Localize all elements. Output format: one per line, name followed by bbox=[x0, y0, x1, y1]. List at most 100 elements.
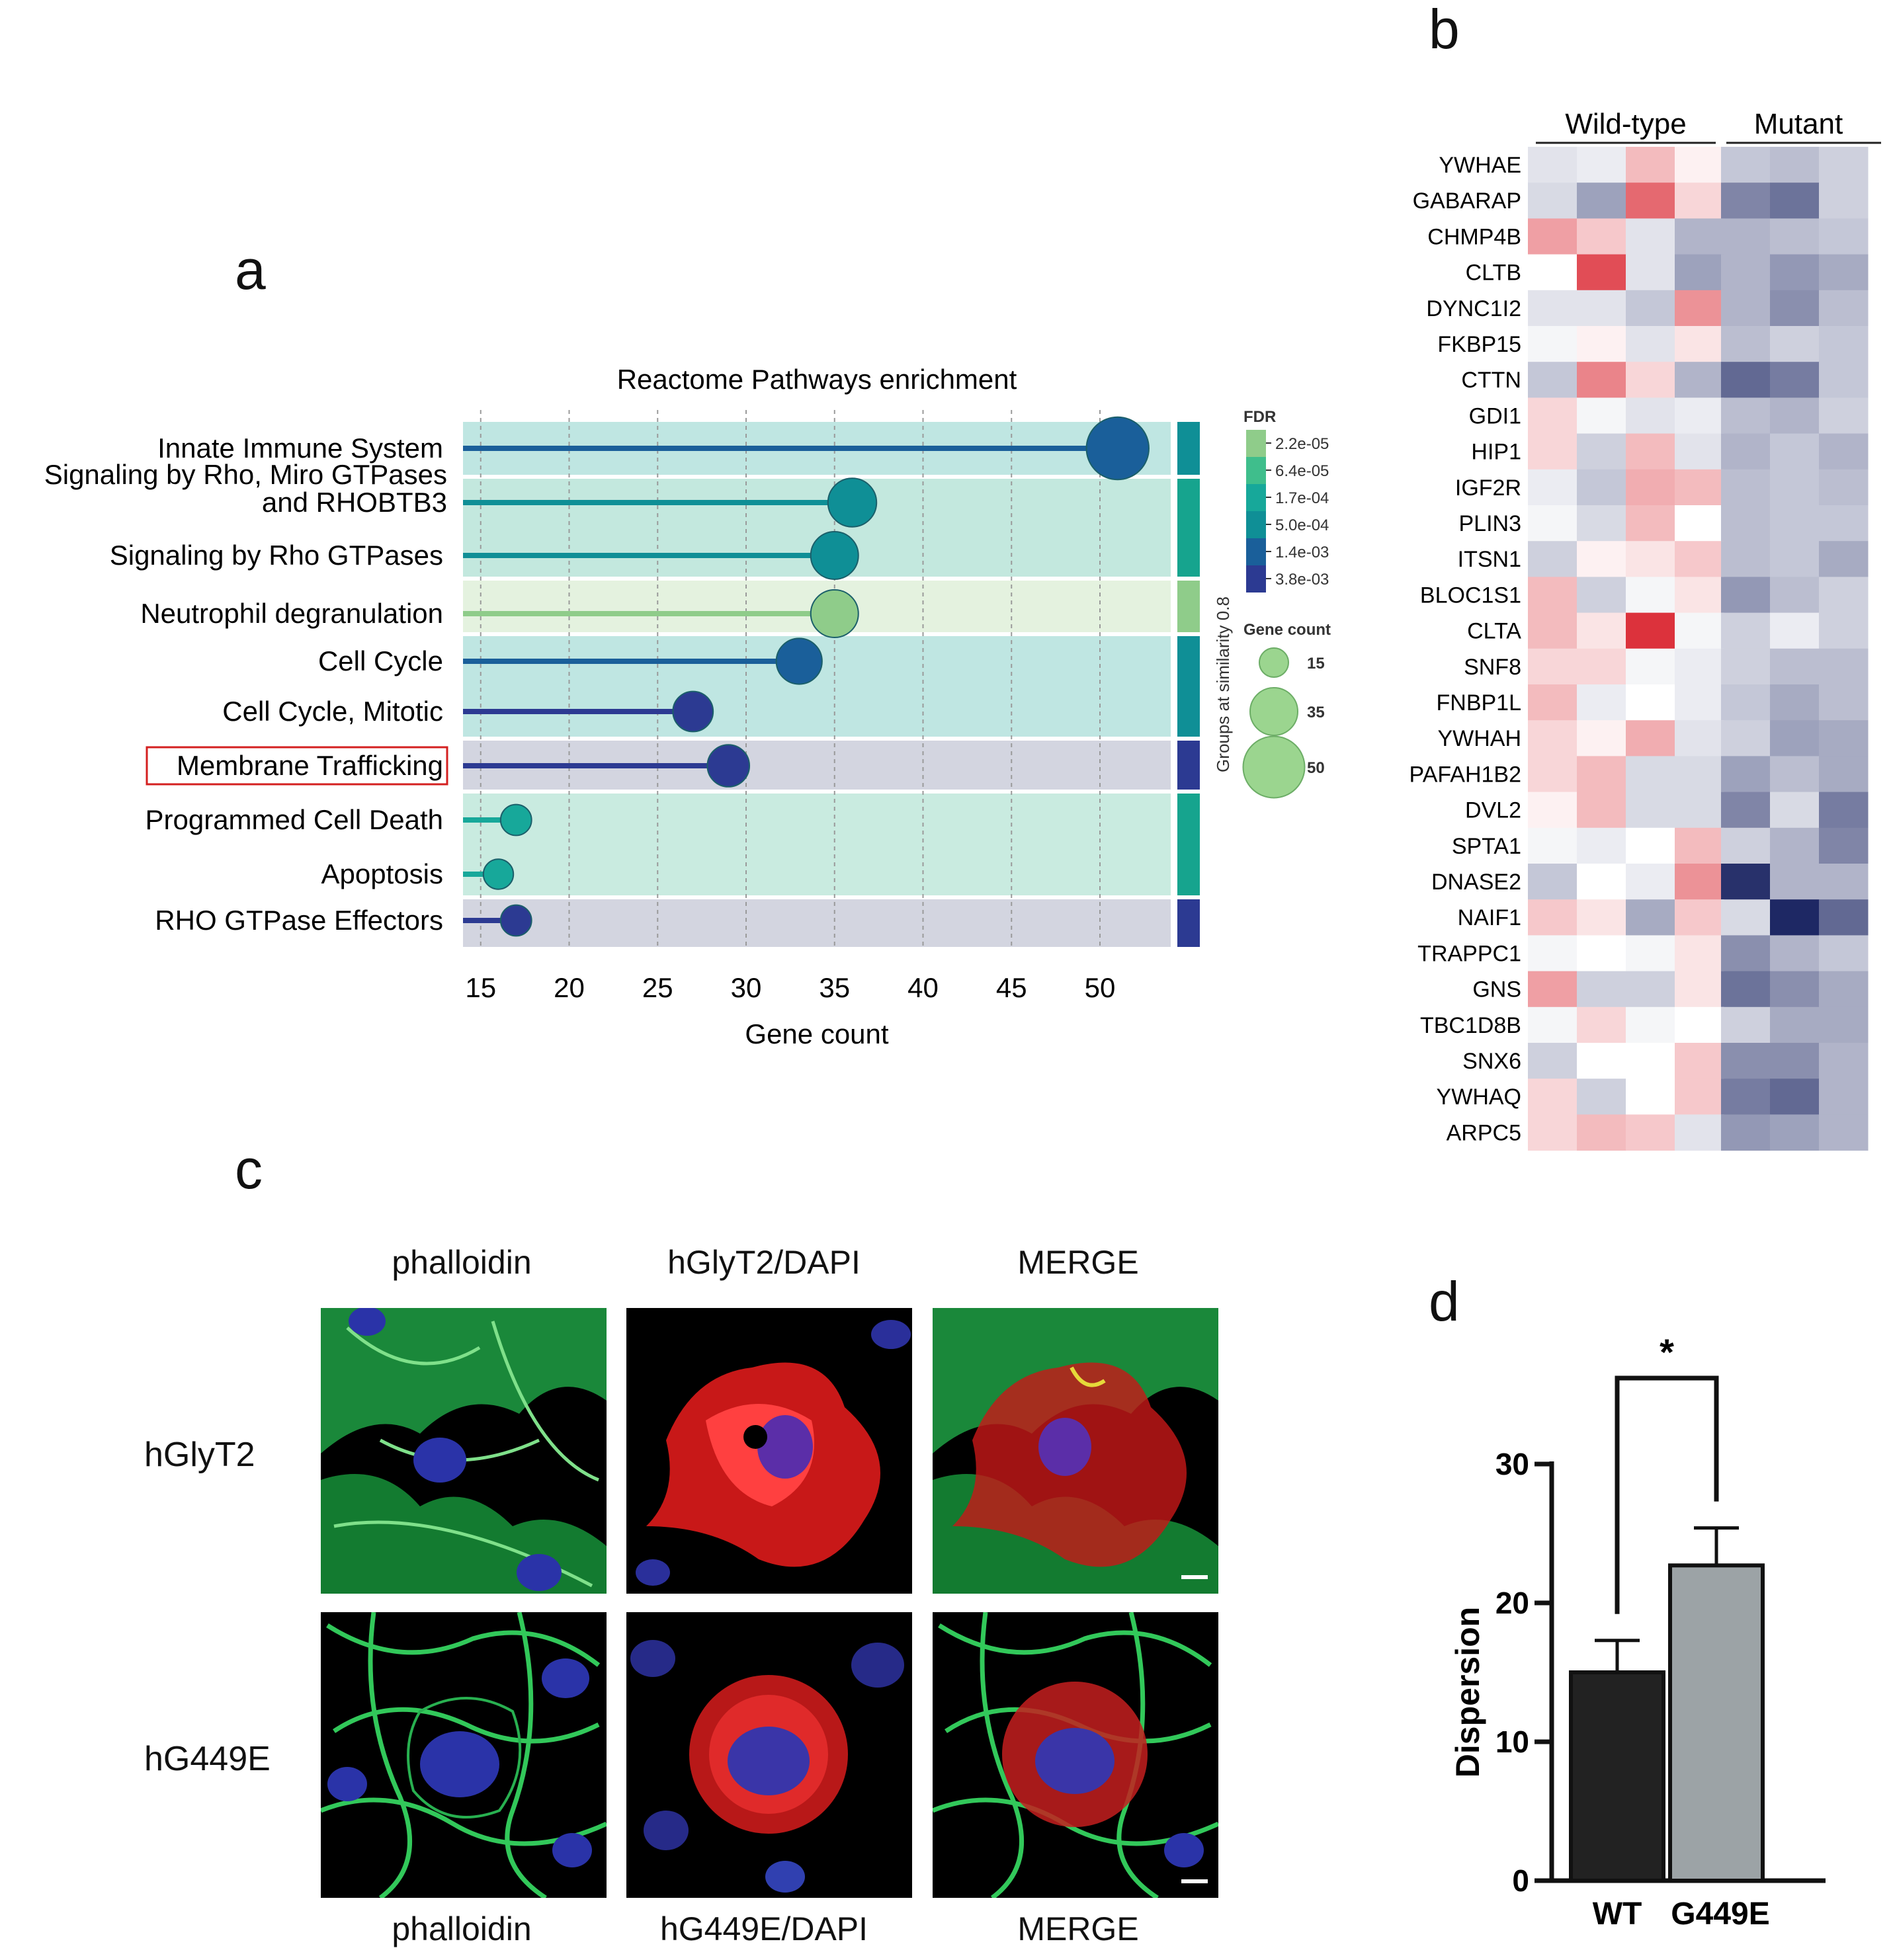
x-tick-label: 40 bbox=[907, 972, 939, 1003]
size-legend-circle bbox=[1259, 647, 1289, 678]
heatmap-cell bbox=[1528, 827, 1578, 864]
fdr-legend-swatch bbox=[1246, 484, 1266, 511]
heatmap-cell bbox=[1721, 971, 1771, 1008]
heatmap-cell bbox=[1819, 827, 1869, 864]
heatmap-cell bbox=[1675, 935, 1724, 972]
gene-label: CHMP4B bbox=[1427, 224, 1521, 249]
heatmap-cell bbox=[1577, 469, 1626, 506]
heatmap-cell bbox=[1528, 1043, 1578, 1079]
heatmap-cell bbox=[1819, 433, 1869, 470]
heatmap-cell bbox=[1528, 684, 1578, 721]
fdr-legend-swatch bbox=[1246, 538, 1266, 565]
heatmap-cell bbox=[1528, 505, 1578, 542]
heatmap-cell bbox=[1626, 720, 1675, 756]
x-tick-label: 35 bbox=[819, 972, 850, 1003]
heatmap-cell bbox=[1770, 864, 1820, 900]
heatmap-cell bbox=[1721, 183, 1771, 219]
heatmap-cell bbox=[1721, 827, 1771, 864]
heatmap-cell bbox=[1626, 290, 1675, 327]
gene-label: YWHAQ bbox=[1437, 1084, 1521, 1110]
heatmap-cell bbox=[1819, 362, 1869, 398]
heatmap-cell bbox=[1770, 899, 1820, 936]
y-tick-label: 20 bbox=[1495, 1586, 1529, 1620]
lollipop-point bbox=[810, 531, 859, 580]
gene-label: GNS bbox=[1472, 977, 1521, 1002]
heatmap-cell bbox=[1721, 362, 1771, 398]
x-category-label: WT bbox=[1593, 1897, 1642, 1932]
fdr-legend-label: 2.2e-05 bbox=[1275, 435, 1329, 453]
heatmap-cell bbox=[1626, 1043, 1675, 1079]
size-legend-label: 35 bbox=[1307, 704, 1325, 721]
group-header-wildtype: Wild-type bbox=[1565, 108, 1686, 140]
heatmap-cell bbox=[1528, 1006, 1578, 1043]
heatmap-cell bbox=[1626, 433, 1675, 470]
gene-label: BLOC1S1 bbox=[1420, 583, 1521, 608]
fdr-legend-swatch bbox=[1246, 430, 1266, 457]
heatmap-cell bbox=[1675, 433, 1724, 470]
gene-label: ITSN1 bbox=[1458, 547, 1521, 572]
gene-label: CLTA bbox=[1467, 619, 1521, 644]
lollipop-point bbox=[1085, 416, 1150, 481]
heatmap-cell bbox=[1577, 362, 1626, 398]
y-tick-label: 0 bbox=[1512, 1863, 1529, 1898]
pathway-label: Membrane Trafficking bbox=[177, 750, 443, 781]
heatmap-cell bbox=[1819, 1043, 1869, 1079]
heatmap-cell bbox=[1770, 254, 1820, 291]
micrograph-hglyt2-dapi bbox=[626, 1308, 912, 1594]
gene-label: SPTA1 bbox=[1452, 834, 1521, 859]
heatmap-cell bbox=[1675, 1114, 1724, 1151]
heatmap-cell bbox=[1675, 541, 1724, 577]
gene-label: FNBP1L bbox=[1437, 690, 1522, 715]
group-color-bar bbox=[1177, 422, 1200, 475]
gene-expression-heatmap: Wild-type Mutant YWHAE GABARAP CHMP4B CLTB DYN… bbox=[1409, 108, 1881, 1151]
heatmap-cell bbox=[1675, 183, 1724, 219]
heatmap-cell bbox=[1721, 648, 1771, 685]
pathway-label: Cell Cycle, Mitotic bbox=[222, 696, 443, 727]
heatmap-cell bbox=[1770, 218, 1820, 255]
heatmap-cell bbox=[1675, 1043, 1724, 1079]
x-axis-label: Gene count bbox=[745, 1018, 888, 1049]
heatmap-cell bbox=[1626, 756, 1675, 793]
heatmap-cell bbox=[1577, 1043, 1626, 1079]
heatmap-cell bbox=[1770, 397, 1820, 434]
gene-label: FKBP15 bbox=[1437, 332, 1521, 357]
gene-label: CLTB bbox=[1466, 261, 1521, 286]
heatmap-cell bbox=[1528, 756, 1578, 793]
heatmap-cell bbox=[1770, 183, 1820, 219]
x-tick-label: 25 bbox=[642, 972, 673, 1003]
panel-letter-c: c bbox=[235, 1138, 263, 1200]
heatmap-cell bbox=[1721, 1079, 1771, 1115]
heatmap-cell bbox=[1577, 397, 1626, 434]
pathway-label: Cell Cycle bbox=[318, 645, 443, 676]
heatmap-cell bbox=[1528, 971, 1578, 1008]
heatmap-cell bbox=[1721, 684, 1771, 721]
heatmap-cell bbox=[1577, 864, 1626, 900]
heatmap-cell bbox=[1675, 899, 1724, 936]
gene-label: NAIF1 bbox=[1458, 905, 1521, 930]
heatmap-cell bbox=[1721, 290, 1771, 327]
x-tick-label: 45 bbox=[996, 972, 1027, 1003]
highlight-box bbox=[146, 746, 448, 786]
heatmap-cell bbox=[1626, 864, 1675, 900]
lollipop-point bbox=[810, 589, 859, 638]
heatmap-cell bbox=[1721, 326, 1771, 362]
heatmap-cell bbox=[1819, 290, 1869, 327]
heatmap-cell bbox=[1675, 684, 1724, 721]
heatmap-cell bbox=[1721, 397, 1771, 434]
heatmap-cell bbox=[1528, 899, 1578, 936]
x-tick-label: 30 bbox=[731, 972, 762, 1003]
heatmap-cell bbox=[1770, 577, 1820, 614]
fdr-legend-swatch bbox=[1246, 457, 1266, 484]
heatmap-cell bbox=[1819, 326, 1869, 362]
row-label-hg449e: hG449E bbox=[144, 1740, 271, 1778]
heatmap-cell bbox=[1577, 577, 1626, 614]
heatmap-cell bbox=[1528, 792, 1578, 829]
heatmap-cell bbox=[1675, 648, 1724, 685]
heatmap-cell bbox=[1770, 1114, 1820, 1151]
fdr-legend-label: 5.0e-04 bbox=[1275, 516, 1329, 534]
heatmap-cell bbox=[1577, 1006, 1626, 1043]
heatmap-cell bbox=[1770, 1006, 1820, 1043]
lollipop-point bbox=[499, 904, 532, 937]
group-band bbox=[463, 794, 1171, 895]
micrograph-hg449e-merge bbox=[933, 1612, 1218, 1898]
